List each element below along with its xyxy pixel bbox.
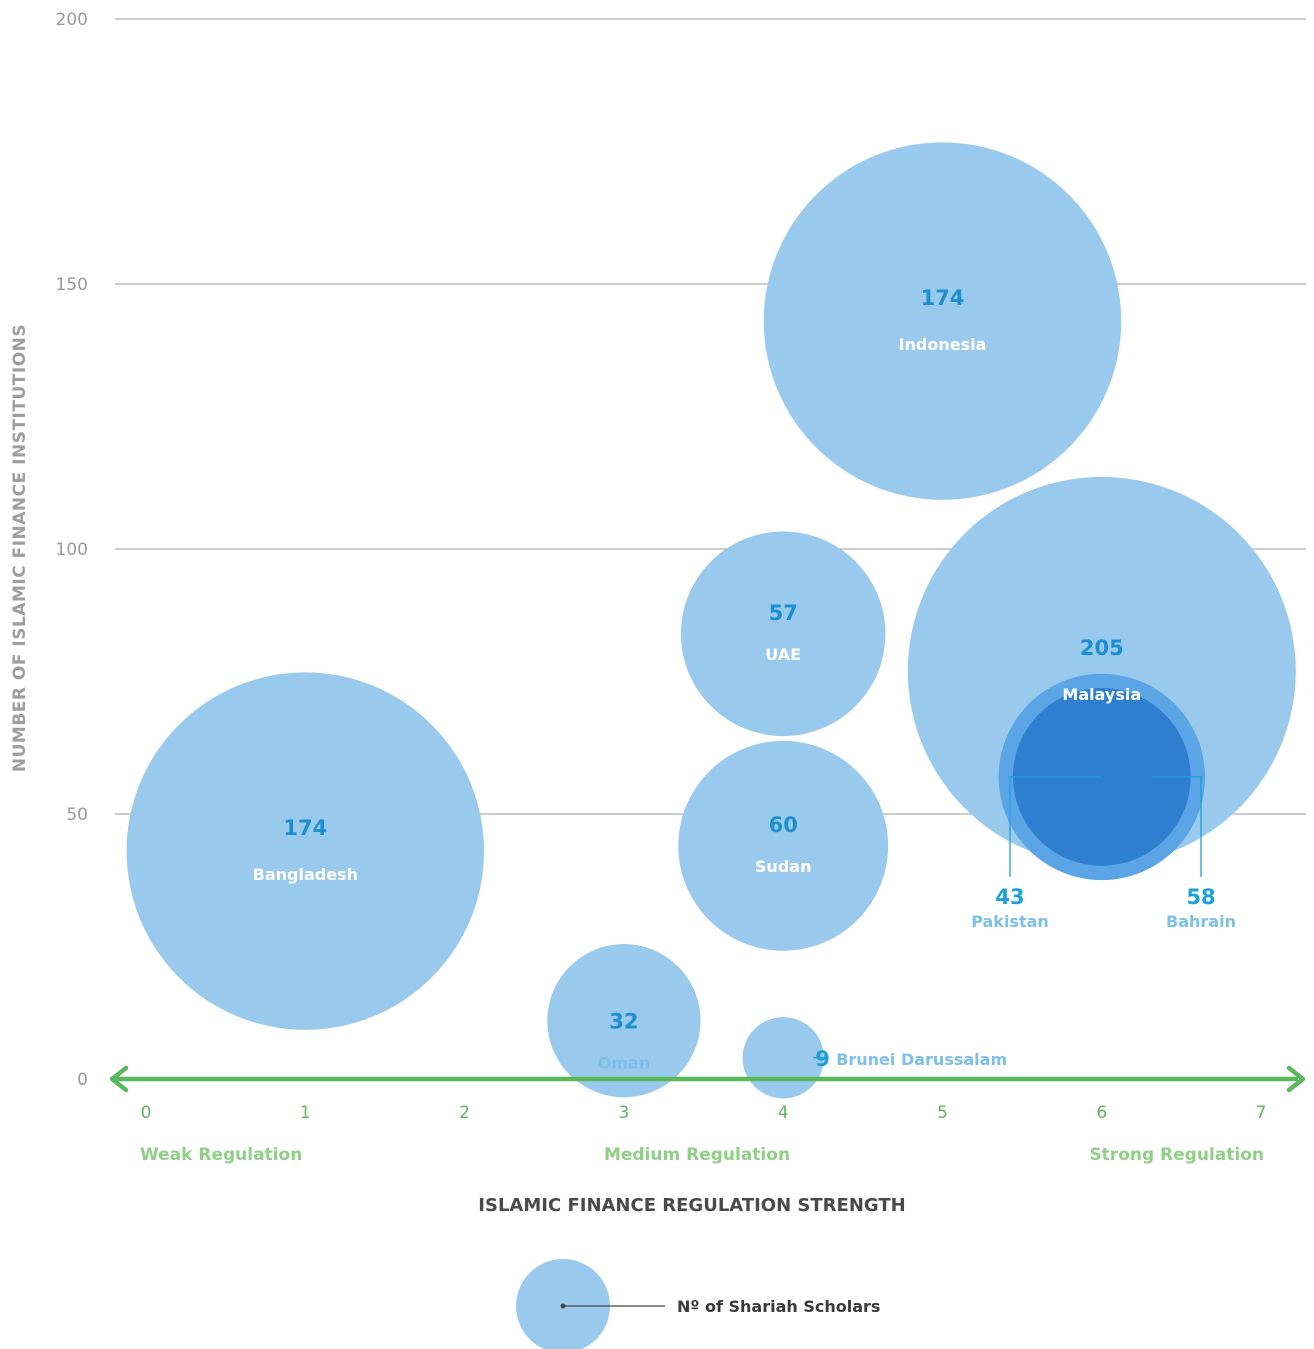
- x-tick-labels: 0 1 2 3 4 5 6 7: [141, 1103, 1267, 1123]
- value-label-bangladesh: 174: [283, 816, 327, 840]
- country-label-uae: UAE: [765, 645, 801, 664]
- country-label-sudan: Sudan: [755, 857, 812, 876]
- value-label-oman: 32: [609, 1010, 638, 1034]
- bubble-sudan: [678, 740, 889, 951]
- y-tick-label-200: 200: [56, 10, 88, 30]
- value-label-brunei-darussalam: 9: [815, 1047, 830, 1071]
- country-label-bangladesh: Bangladesh: [253, 865, 358, 884]
- leader-line-bahrain: [1151, 776, 1202, 877]
- x-axis: [109, 1065, 1306, 1093]
- y-tick-label-0: 0: [77, 1070, 88, 1090]
- size-legend: Nº of Shariah Scholars: [516, 1259, 880, 1349]
- country-label-pakistan: Pakistan: [971, 912, 1049, 931]
- regulation-band-labels: Weak Regulation Medium Regulation Strong R…: [140, 1145, 1264, 1165]
- x-tick-label-2: 2: [459, 1103, 470, 1123]
- leader-line-pakistan: [1009, 776, 1102, 877]
- country-label-malaysia: Malaysia: [1062, 685, 1141, 704]
- x-axis-arrow-left: [109, 1065, 129, 1093]
- value-label-pakistan: 43: [995, 885, 1024, 909]
- country-label-bahrain: Bahrain: [1166, 912, 1236, 931]
- value-label-sudan: 60: [769, 813, 798, 837]
- value-label-bahrain: 58: [1186, 885, 1215, 909]
- legend-label: Nº of Shariah Scholars: [677, 1297, 880, 1316]
- band-label-medium: Medium Regulation: [604, 1145, 790, 1165]
- x-tick-label-1: 1: [300, 1103, 311, 1123]
- band-label-strong: Strong Regulation: [1089, 1145, 1264, 1165]
- x-tick-label-3: 3: [618, 1103, 629, 1123]
- value-label-indonesia: 174: [921, 286, 965, 310]
- country-label-indonesia: Indonesia: [899, 335, 987, 354]
- y-tick-label-150: 150: [56, 275, 88, 295]
- y-tick-labels: 0 50 100 150 200: [56, 10, 88, 1090]
- x-tick-label-4: 4: [778, 1103, 789, 1123]
- y-tick-label-50: 50: [66, 805, 88, 825]
- country-label-oman: Oman: [598, 1054, 650, 1073]
- x-tick-label-7: 7: [1256, 1103, 1267, 1123]
- x-tick-label-0: 0: [141, 1103, 152, 1123]
- bubbles: 174 Indonesia 205 Malaysia 57 UAE 60 Sudan 174 Ba…: [126, 142, 1296, 1099]
- y-axis-title: NUMBER OF ISLAMIC FINANCE INSTITUTIONS: [10, 324, 30, 772]
- value-label-malaysia: 205: [1080, 636, 1124, 660]
- bubble-uae: [680, 531, 886, 737]
- country-label-brunei-darussalam: Brunei Darussalam: [836, 1050, 1007, 1069]
- y-tick-label-100: 100: [56, 540, 88, 560]
- bubble-indonesia: [763, 142, 1122, 500]
- x-tick-label-6: 6: [1096, 1103, 1107, 1123]
- bubble-bangladesh: [126, 672, 485, 1030]
- bubble-brunei-darussalam: [742, 1017, 824, 1099]
- band-label-weak: Weak Regulation: [140, 1145, 302, 1165]
- x-tick-label-5: 5: [937, 1103, 948, 1123]
- x-axis-title: ISLAMIC FINANCE REGULATION STRENGTH: [478, 1195, 905, 1216]
- x-axis-arrow-right: [1286, 1065, 1306, 1093]
- bubble-oman: [547, 944, 701, 1098]
- value-label-uae: 57: [769, 601, 798, 625]
